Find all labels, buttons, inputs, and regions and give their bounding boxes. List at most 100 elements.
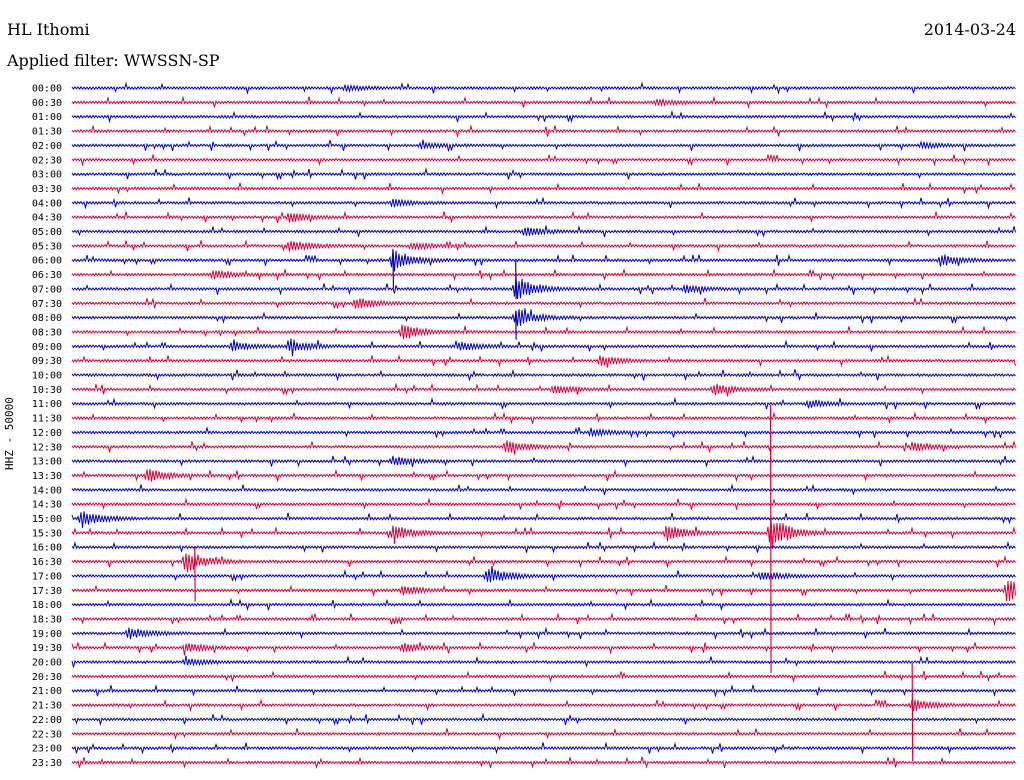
time-tick-label: 01:30 — [32, 127, 62, 138]
time-tick-label: 03:00 — [32, 170, 62, 181]
trace-line — [71, 382, 1016, 397]
time-tick-label: 04:00 — [32, 198, 62, 209]
trace-line — [71, 727, 1016, 741]
event-spike — [515, 260, 517, 299]
trace-line — [71, 396, 1016, 411]
time-tick-label: 05:00 — [32, 227, 62, 238]
trace-line — [71, 517, 1016, 549]
time-tick-label: 11:00 — [32, 399, 62, 410]
trace-line — [71, 81, 1016, 95]
time-tick-label: 08:30 — [32, 327, 62, 338]
trace-line — [71, 497, 1016, 511]
time-tick-label: 17:00 — [32, 571, 62, 582]
event-spike — [194, 547, 196, 602]
time-tick-label: 21:30 — [32, 701, 62, 712]
station-title: HL Ithomi — [7, 20, 90, 39]
time-tick-label: 14:30 — [32, 500, 62, 511]
trace-line — [71, 109, 1016, 124]
trace-line — [71, 139, 1016, 152]
time-tick-label: 06:30 — [32, 270, 62, 281]
trace-line — [71, 684, 1016, 698]
time-tick-label: 10:00 — [32, 371, 62, 382]
event-spike — [769, 404, 772, 673]
time-tick-label: 00:30 — [32, 98, 62, 109]
trace-line — [71, 426, 1016, 439]
time-tick-label: 12:00 — [32, 428, 62, 439]
time-tick-label: 23:00 — [32, 744, 62, 755]
trace-line — [71, 196, 1016, 210]
trace-line — [71, 553, 1016, 573]
time-tick-label: 16:00 — [32, 543, 62, 554]
trace-line — [71, 698, 1016, 712]
trace-line — [71, 670, 1016, 684]
trace-line — [71, 267, 1016, 282]
trace-line — [71, 655, 1016, 668]
time-tick-label: 08:00 — [32, 313, 62, 324]
trace-line — [71, 210, 1016, 224]
trace-line — [71, 741, 1016, 755]
trace-line — [71, 756, 1016, 770]
time-tick-label: 20:30 — [32, 672, 62, 683]
trace-line — [71, 224, 1016, 238]
trace-line — [71, 239, 1016, 253]
time-tick-label: 22:00 — [32, 715, 62, 726]
event-spike — [911, 663, 914, 762]
date-label: 2014-03-24 — [923, 20, 1016, 39]
time-tick-label: 13:30 — [32, 471, 62, 482]
time-tick-label: 07:00 — [32, 284, 62, 295]
time-tick-label: 09:30 — [32, 356, 62, 367]
trace-line — [71, 153, 1016, 167]
time-tick-label: 16:30 — [32, 557, 62, 568]
trace-line — [71, 167, 1016, 181]
trace-line — [71, 565, 1016, 583]
trace-line — [71, 640, 1016, 656]
time-tick-label: 02:30 — [32, 155, 62, 166]
trace-line — [71, 626, 1016, 641]
time-tick-label: 19:30 — [32, 643, 62, 654]
event-spike — [515, 311, 517, 340]
time-tick-label: 05:30 — [32, 241, 62, 252]
trace-line — [71, 440, 1016, 455]
trace-line — [71, 597, 1016, 612]
time-tick-label: 13:00 — [32, 457, 62, 468]
time-tick-label: 20:00 — [32, 658, 62, 669]
trace-line — [71, 454, 1016, 468]
trace-line — [71, 324, 1016, 340]
time-tick-label: 00:00 — [32, 84, 62, 95]
time-tick-label: 11:30 — [32, 414, 62, 425]
trace-line — [71, 612, 1016, 626]
time-tick-label: 21:00 — [32, 686, 62, 697]
time-tick-label: 23:30 — [32, 758, 62, 769]
time-tick-label: 02:00 — [32, 141, 62, 152]
time-tick-label: 18:00 — [32, 600, 62, 611]
trace-line — [71, 308, 1016, 327]
trace-line — [71, 296, 1016, 310]
trace-line — [71, 581, 1016, 601]
time-tick-label: 18:30 — [32, 614, 62, 625]
trace-line — [71, 468, 1016, 483]
trace-line — [71, 712, 1016, 727]
time-tick-label: 03:30 — [32, 184, 62, 195]
trace-line — [71, 368, 1016, 382]
filter-label: Applied filter: WWSSN-SP — [7, 51, 220, 70]
trace-line — [71, 276, 1016, 299]
trace-line — [71, 181, 1016, 196]
trace-line — [71, 124, 1016, 139]
time-tick-label: 19:00 — [32, 629, 62, 640]
time-tick-label: 07:30 — [32, 299, 62, 310]
time-tick-label: 09:00 — [32, 342, 62, 353]
time-tick-label: 15:00 — [32, 514, 62, 525]
trace-line — [71, 95, 1016, 109]
trace-line — [71, 248, 1016, 272]
trace-line — [71, 511, 1016, 528]
time-tick-label: 04:30 — [32, 213, 62, 224]
trace-line — [71, 483, 1016, 496]
time-tick-label: 01:00 — [32, 112, 62, 123]
trace-line — [71, 354, 1016, 368]
trace-line — [71, 540, 1016, 554]
time-tick-label: 14:00 — [32, 485, 62, 496]
time-tick-label: 15:30 — [32, 528, 62, 539]
time-tick-label: 12:30 — [32, 442, 62, 453]
time-tick-label: 17:30 — [32, 586, 62, 597]
